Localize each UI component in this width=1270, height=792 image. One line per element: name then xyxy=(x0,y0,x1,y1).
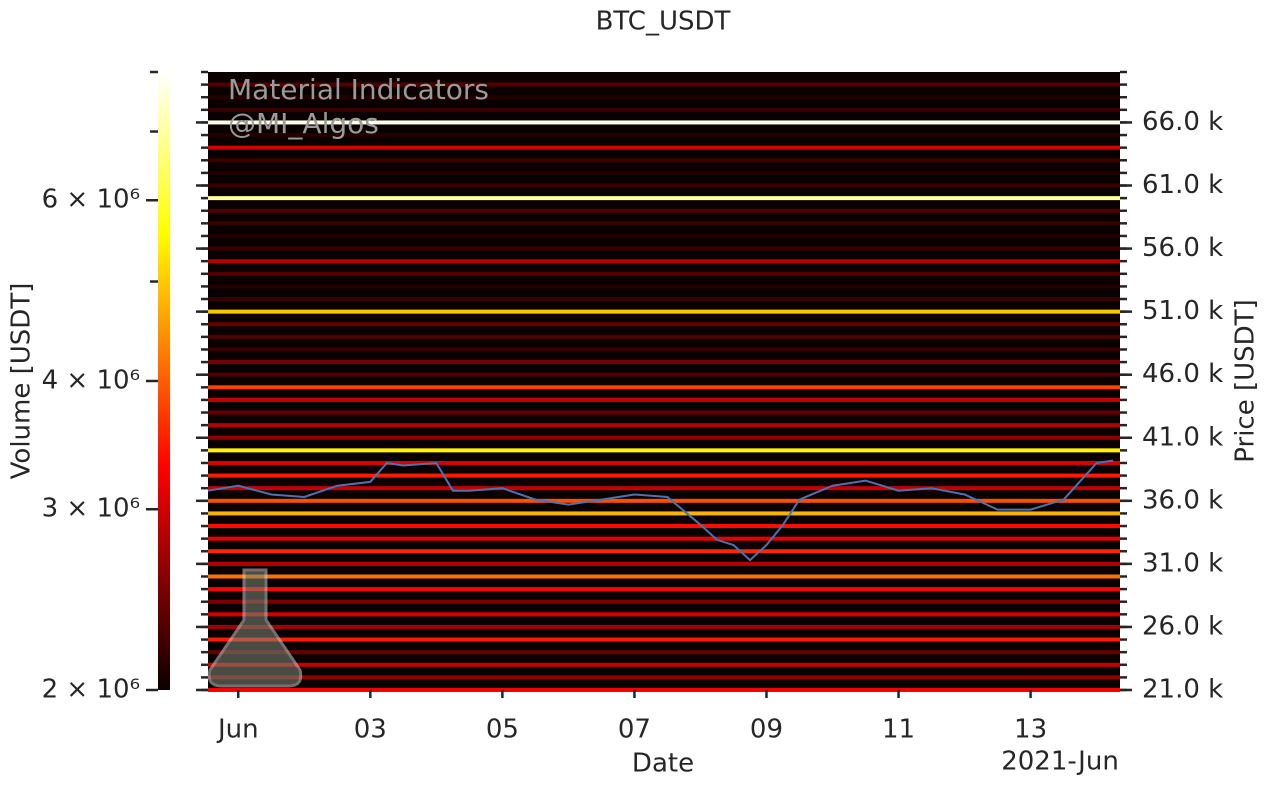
heat-band xyxy=(208,675,1120,680)
heat-band xyxy=(208,385,1120,390)
heat-band xyxy=(208,397,1120,402)
heat-band xyxy=(208,536,1120,541)
colorbar-tick-label: 4 × 10⁶ xyxy=(42,366,140,396)
heat-band xyxy=(208,650,1120,655)
heat-band xyxy=(208,347,1120,352)
heat-band xyxy=(208,511,1120,516)
heat-band xyxy=(208,624,1120,629)
heat-band xyxy=(208,120,1120,125)
y2-tick-label: 56.0 k xyxy=(1142,233,1223,263)
watermark: @MI_Algos xyxy=(228,107,379,140)
x-axis-label: Date xyxy=(632,749,694,779)
heat-band xyxy=(208,360,1120,365)
watermark: Material Indicators xyxy=(228,73,489,106)
colorbar xyxy=(158,72,170,690)
colorbar-tick-label: 3 × 10⁶ xyxy=(42,494,140,524)
heat-band xyxy=(208,297,1120,302)
heat-band xyxy=(208,662,1120,667)
colorbar-tick-label: 2 × 10⁶ xyxy=(42,675,140,705)
chart-title: BTC_USDT xyxy=(596,7,731,37)
y2-tick-label: 36.0 k xyxy=(1142,485,1223,515)
heat-band xyxy=(208,524,1120,529)
y2-tick-label: 31.0 k xyxy=(1142,548,1223,578)
heat-band xyxy=(208,82,1120,87)
x-tick-label: Jun xyxy=(216,715,259,745)
heat-band xyxy=(208,284,1120,289)
heat-band xyxy=(208,259,1120,264)
x-tick-label: 13 xyxy=(1014,715,1047,745)
colorbar-tick-label: 6 × 10⁶ xyxy=(42,185,140,215)
heat-band xyxy=(208,599,1120,604)
heat-band xyxy=(208,309,1120,314)
heat-band xyxy=(208,460,1120,465)
heat-band xyxy=(208,208,1120,213)
heat-band xyxy=(208,473,1120,478)
heat-band xyxy=(208,561,1120,566)
y2-tick-label: 61.0 k xyxy=(1142,170,1223,200)
heat-band xyxy=(208,448,1120,453)
heat-band xyxy=(208,435,1120,440)
heat-band xyxy=(208,612,1120,617)
heat-band xyxy=(208,587,1120,592)
heat-band xyxy=(208,95,1120,100)
heat-band xyxy=(208,410,1120,415)
heat-band xyxy=(208,322,1120,327)
heat-band xyxy=(208,423,1120,428)
x-tick-label: 05 xyxy=(486,715,519,745)
y2-tick-label: 41.0 k xyxy=(1142,422,1223,452)
heatmap xyxy=(208,82,1120,692)
x-tick-label: 09 xyxy=(750,715,783,745)
y2-tick-label: 46.0 k xyxy=(1142,359,1223,389)
y2-tick-label: 66.0 k xyxy=(1142,107,1223,137)
heat-band xyxy=(208,688,1120,692)
heat-band xyxy=(208,158,1120,163)
heat-band xyxy=(208,183,1120,188)
heat-band xyxy=(208,334,1120,339)
price-line xyxy=(207,459,1114,562)
y-axis-label: Volume [USDT] xyxy=(7,283,37,480)
heat-band xyxy=(208,498,1120,503)
y2-tick-label: 26.0 k xyxy=(1142,611,1223,641)
heat-band xyxy=(208,486,1120,491)
heat-band xyxy=(208,196,1120,201)
x-offset-label: 2021-Jun xyxy=(1001,747,1119,777)
heat-band xyxy=(208,246,1120,251)
y2-axis-label: Price [USDT] xyxy=(1231,299,1261,462)
heat-band xyxy=(208,271,1120,276)
plot-background xyxy=(208,72,1120,690)
logo xyxy=(207,568,303,688)
heat-band xyxy=(208,145,1120,150)
heat-band xyxy=(208,221,1120,226)
heat-band xyxy=(208,170,1120,175)
x-tick-label: 11 xyxy=(882,715,915,745)
x-tick-label: 03 xyxy=(354,715,387,745)
heat-band xyxy=(208,233,1120,238)
x-tick-label: 07 xyxy=(618,715,651,745)
heat-band xyxy=(208,107,1120,112)
heat-band xyxy=(208,133,1120,138)
y2-tick-label: 51.0 k xyxy=(1142,296,1223,326)
y2-tick-label: 21.0 k xyxy=(1142,675,1223,705)
heat-band xyxy=(208,549,1120,554)
heat-band xyxy=(208,637,1120,642)
heat-band xyxy=(208,372,1120,377)
heat-band xyxy=(208,574,1120,579)
